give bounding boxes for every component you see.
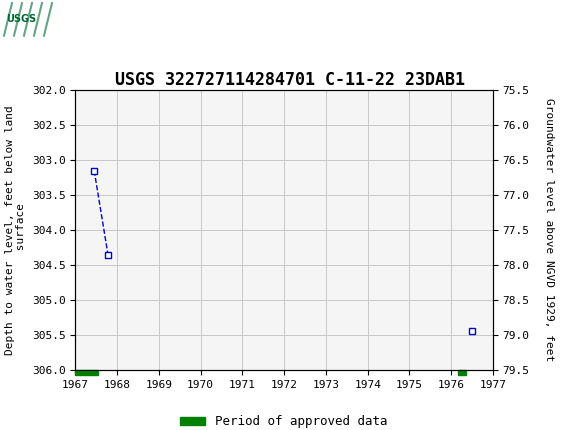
Legend: Period of approved data: Period of approved data	[176, 410, 393, 430]
Bar	[458, 370, 466, 375]
Text: USGS: USGS	[62, 10, 117, 28]
Text: USGS 322727114284701 C-11-22 23DAB1: USGS 322727114284701 C-11-22 23DAB1	[115, 71, 465, 89]
Bar	[75, 370, 99, 375]
Text: USGS: USGS	[6, 14, 36, 25]
Bar	[4, 3, 56, 36]
Y-axis label: Depth to water level, feet below land
 surface: Depth to water level, feet below land su…	[5, 105, 26, 355]
Y-axis label: Groundwater level above NGVD 1929, feet: Groundwater level above NGVD 1929, feet	[543, 98, 554, 362]
